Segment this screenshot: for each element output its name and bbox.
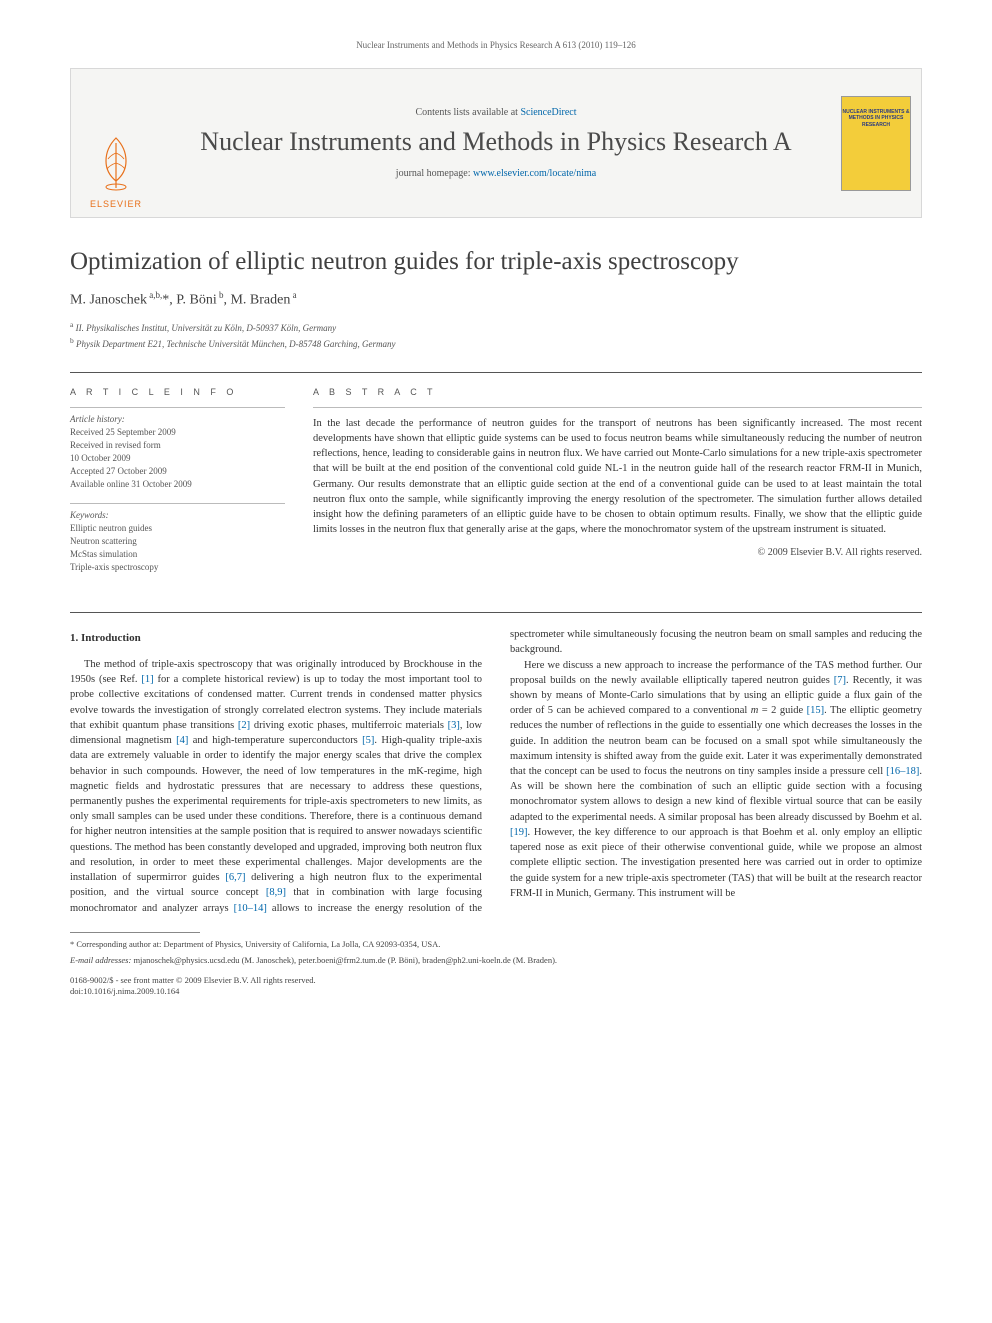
ref-link[interactable]: [5] xyxy=(362,735,374,746)
separator xyxy=(70,612,922,613)
abstract-heading: A B S T R A C T xyxy=(313,387,922,397)
journal-cover-thumb: NUCLEAR INSTRUMENTS & METHODS IN PHYSICS… xyxy=(831,69,921,217)
ref-link[interactable]: [15] xyxy=(807,705,825,716)
elsevier-tree-icon xyxy=(91,133,141,193)
email-label: E-mail addresses: xyxy=(70,955,131,965)
footnotes: * Corresponding author at: Department of… xyxy=(70,939,922,967)
article-title: Optimization of elliptic neutron guides … xyxy=(70,248,922,276)
cover-image: NUCLEAR INSTRUMENTS & METHODS IN PHYSICS… xyxy=(841,96,911,191)
journal-header-box: ELSEVIER Contents lists available at Sci… xyxy=(70,68,922,218)
info-abstract-row: A R T I C L E I N F O Article history: R… xyxy=(70,387,922,586)
publisher-logo: ELSEVIER xyxy=(71,69,161,217)
ref-link[interactable]: [10–14] xyxy=(234,903,267,914)
abstract: A B S T R A C T In the last decade the p… xyxy=(313,387,922,586)
author-list: M. Janoschek a,b,*, P. Böni b, M. Braden… xyxy=(70,290,922,309)
ref-link[interactable]: [19] xyxy=(510,827,528,838)
homepage-line: journal homepage: www.elsevier.com/locat… xyxy=(171,168,821,179)
keywords: Keywords: Elliptic neutron guides Neutro… xyxy=(70,503,285,574)
ref-link[interactable]: [4] xyxy=(176,735,188,746)
section-1-heading: 1. Introduction xyxy=(70,631,482,647)
email-addresses: E-mail addresses: mjanoschek@physics.ucs… xyxy=(70,955,922,967)
homepage-link[interactable]: www.elsevier.com/locate/nima xyxy=(473,168,596,179)
contents-line: Contents lists available at ScienceDirec… xyxy=(171,107,821,118)
affiliation-a: II. Physikalisches Institut, Universität… xyxy=(76,323,336,333)
ref-link[interactable]: [7] xyxy=(834,675,846,686)
ref-link[interactable]: [8,9] xyxy=(266,887,286,898)
history-line: Accepted 27 October 2009 xyxy=(70,465,285,478)
ref-link[interactable]: [6,7] xyxy=(225,872,245,883)
publisher-name: ELSEVIER xyxy=(90,199,142,209)
issn-line: 0168-9002/$ - see front matter © 2009 El… xyxy=(70,975,922,987)
journal-title: Nuclear Instruments and Methods in Physi… xyxy=(171,126,821,159)
header-center: Contents lists available at ScienceDirec… xyxy=(161,69,831,217)
history-line: Available online 31 October 2009 xyxy=(70,478,285,491)
abstract-text: In the last decade the performance of ne… xyxy=(313,407,922,538)
doi-line: doi:10.1016/j.nima.2009.10.164 xyxy=(70,986,922,998)
article-info: A R T I C L E I N F O Article history: R… xyxy=(70,387,285,586)
history-line: Received 25 September 2009 xyxy=(70,426,285,439)
article-info-heading: A R T I C L E I N F O xyxy=(70,387,285,397)
keyword: McStas simulation xyxy=(70,548,285,561)
keyword: Elliptic neutron guides xyxy=(70,522,285,535)
footnote-separator xyxy=(70,932,200,933)
sciencedirect-link[interactable]: ScienceDirect xyxy=(520,107,576,118)
keywords-label: Keywords: xyxy=(70,510,285,520)
issn-doi-block: 0168-9002/$ - see front matter © 2009 El… xyxy=(70,975,922,999)
keyword: Triple-axis spectroscopy xyxy=(70,561,285,574)
running-head: Nuclear Instruments and Methods in Physi… xyxy=(70,40,922,50)
history-line: 10 October 2009 xyxy=(70,452,285,465)
article-history: Article history: Received 25 September 2… xyxy=(70,407,285,491)
ref-link[interactable]: [1] xyxy=(141,674,153,685)
history-label: Article history: xyxy=(70,414,285,424)
ref-link[interactable]: [3] xyxy=(448,720,460,731)
email-list: mjanoschek@physics.ucsd.edu (M. Janosche… xyxy=(133,955,557,965)
history-line: Received in revised form xyxy=(70,439,285,452)
ref-link[interactable]: [2] xyxy=(238,720,250,731)
keyword: Neutron scattering xyxy=(70,535,285,548)
affiliation-b: Physik Department E21, Technische Univer… xyxy=(76,339,396,349)
body-paragraph: Here we discuss a new approach to increa… xyxy=(510,658,922,902)
abstract-copyright: © 2009 Elsevier B.V. All rights reserved… xyxy=(313,547,922,558)
separator xyxy=(70,372,922,373)
cover-text: NUCLEAR INSTRUMENTS & METHODS IN PHYSICS… xyxy=(842,109,910,129)
affiliations: a II. Physikalisches Institut, Universit… xyxy=(70,319,922,352)
body-columns: 1. Introduction The method of triple-axi… xyxy=(70,627,922,916)
ref-link[interactable]: [16–18] xyxy=(886,766,919,777)
homepage-prefix: journal homepage: xyxy=(396,168,473,179)
corresponding-author-note: * Corresponding author at: Department of… xyxy=(70,939,922,951)
contents-prefix: Contents lists available at xyxy=(415,107,520,118)
